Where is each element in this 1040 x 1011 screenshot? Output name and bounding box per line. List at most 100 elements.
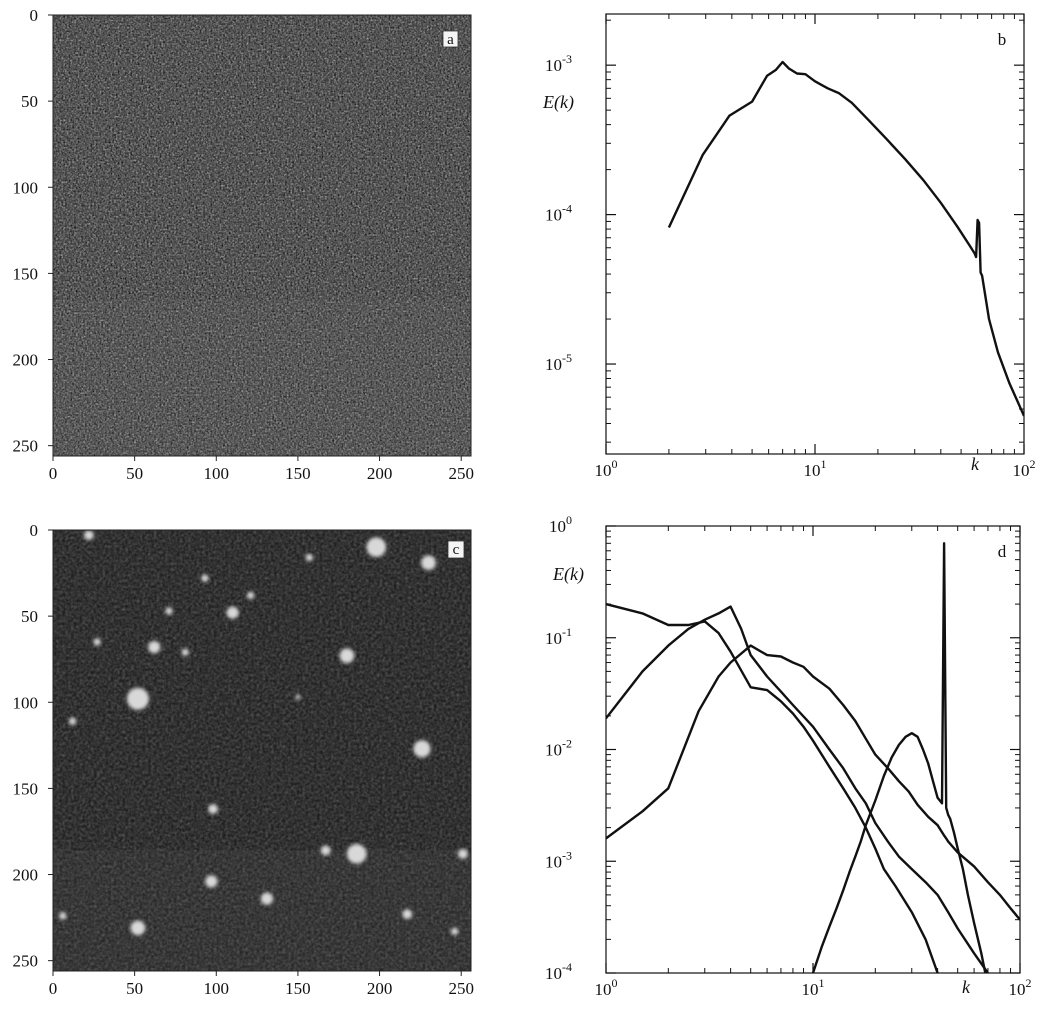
- panel-c-xtick-label: 100: [204, 979, 230, 998]
- panel-b-xtick-label: 101: [804, 457, 827, 480]
- panel-c-blob: [165, 607, 173, 615]
- panel-c-label: c: [453, 542, 460, 558]
- panel-c-blob: [295, 694, 301, 700]
- panel-d-xtick-exp: 0: [612, 976, 618, 990]
- panel-c-label-box: c: [447, 540, 465, 559]
- panel-c-ytick-label: 0: [30, 521, 39, 540]
- panel-b-ytick-label: 10-5: [545, 351, 572, 374]
- panel-d-ytick-base: 10: [549, 517, 566, 536]
- panel-b-xtick-base: 10: [1013, 461, 1030, 480]
- panel-a-frame: [52, 14, 472, 457]
- panel-c-blob: [402, 909, 413, 920]
- panel-d-xtick-base: 10: [595, 980, 612, 999]
- panel-c-blob: [260, 892, 274, 905]
- panel-c-blob: [320, 845, 331, 856]
- panel-a-xtick-label: 50: [126, 464, 143, 483]
- panel-c-blob: [130, 920, 146, 936]
- panel-c-blob: [93, 638, 101, 646]
- panel-d-xtick-label: 101: [802, 976, 825, 999]
- panel-b-xtick-base: 10: [804, 461, 821, 480]
- panel-c-ytick-label: 100: [13, 693, 39, 712]
- panel-c-blob: [339, 648, 355, 664]
- panel-d-label: d: [998, 542, 1007, 561]
- panel-b-ytick-label: 10-3: [545, 52, 572, 75]
- panel-a-ytick-label: 250: [13, 437, 39, 456]
- panel-d-ytick-exp: -3: [562, 848, 572, 862]
- panel-d-xtick-exp: 1: [819, 976, 825, 990]
- panel-b-xtick-label: 100: [595, 457, 618, 480]
- panel-d-frame: [605, 525, 1021, 974]
- panel-a-label-box: a: [442, 30, 459, 48]
- panel-c-blob: [346, 844, 367, 864]
- panel-c-lower-brightening: [53, 850, 471, 971]
- panel-c-xtick-label: 200: [367, 979, 393, 998]
- panel-a-xtick-label: 150: [285, 464, 311, 483]
- panel-a-xtick-label: 200: [367, 464, 393, 483]
- panel-b-ytick-exp: -4: [562, 202, 572, 216]
- panel-d-ylabel: E(k): [552, 564, 584, 585]
- panel-b-ytick-exp: -5: [562, 351, 572, 365]
- panel-a-xtick-label: 0: [49, 464, 58, 483]
- panel-a-xtick-label: 100: [204, 464, 230, 483]
- panel-b-xtick-label: 102: [1013, 457, 1036, 480]
- panel-d-xtick-base: 10: [802, 980, 819, 999]
- panel-d-ytick-base: 10: [545, 852, 562, 871]
- panel-c-ytick-label: 250: [13, 952, 39, 971]
- panel-d-xtick-exp: 2: [1026, 976, 1032, 990]
- panel-b-series-line-1: [667, 60, 1024, 417]
- panel-c-xtick-label: 250: [448, 979, 474, 998]
- panel-a-ytick-label: 0: [30, 6, 39, 25]
- panel-c-blob: [246, 591, 255, 600]
- panel-c-blob: [421, 555, 436, 571]
- panel-a-label: a: [447, 32, 454, 48]
- panel-c-ytick-label: 50: [21, 607, 38, 626]
- panel-c-xtick-label: 50: [126, 979, 143, 998]
- panel-d-series-line-3: [606, 602, 939, 973]
- panel-c-frame: [52, 529, 472, 972]
- panel-d-ytick-label: 10-1: [545, 625, 572, 648]
- panel-c-blob: [84, 530, 94, 541]
- panel-a-ytick-label: 50: [21, 92, 38, 111]
- panel-d-ytick-exp: -1: [562, 625, 572, 639]
- panel-d-ytick-label: 10-3: [545, 848, 572, 871]
- panel-c-ytick-label: 200: [13, 866, 39, 885]
- panel-d-ytick-label: 10-2: [545, 737, 572, 760]
- panel-d-series-line-4: [811, 542, 987, 973]
- panel-d-xtick-label: 100: [595, 976, 618, 999]
- panel-b-ytick-base: 10: [545, 206, 562, 225]
- panel-a-noise-texture: [53, 15, 471, 456]
- panel-c-blob: [205, 875, 218, 888]
- panel-b-ytick-exp: -3: [562, 52, 572, 66]
- panel-a-ytick-label: 100: [13, 178, 39, 197]
- panel-d-ytick-base: 10: [545, 964, 562, 983]
- panel-d-ytick-exp: -4: [562, 960, 572, 974]
- panel-c-blob: [457, 848, 468, 859]
- panel-c-blob: [68, 717, 77, 725]
- panel-a-lower-brightening: [53, 300, 471, 456]
- panel-c-blob: [226, 606, 239, 619]
- panel-c-blob: [59, 912, 67, 920]
- panel-c-xtick-label: 0: [49, 979, 58, 998]
- panel-b-xtick-exp: 1: [821, 457, 827, 471]
- panel-d-ytick-label: 10-4: [545, 960, 572, 983]
- panel-c-xtick-label: 150: [285, 979, 311, 998]
- panel-b-ytick-base: 10: [545, 355, 562, 374]
- panel-a-ytick-label: 150: [13, 264, 39, 283]
- panel-c-blob: [413, 740, 431, 758]
- panel-b-xtick-exp: 0: [612, 457, 618, 471]
- panel-c-blob: [450, 927, 459, 936]
- panel-b-ytick-base: 10: [545, 56, 562, 75]
- panel-b-xlabel: k: [971, 454, 980, 474]
- panel-d-xtick-base: 10: [1009, 980, 1026, 999]
- panel-b-xtick-exp: 2: [1030, 457, 1036, 471]
- panel-b-ylabel: E(k): [542, 92, 574, 113]
- panel-a-ytick-label: 200: [13, 351, 39, 370]
- panel-d-ytick-exp: -2: [562, 737, 572, 751]
- panel-d-ytick-label: 100: [549, 513, 572, 536]
- panel-c-ytick-label: 150: [13, 779, 39, 798]
- panel-d-ytick-base: 10: [545, 741, 562, 760]
- panel-d-series-line-1: [606, 644, 1020, 921]
- panel-d-ytick-exp: 0: [566, 513, 572, 527]
